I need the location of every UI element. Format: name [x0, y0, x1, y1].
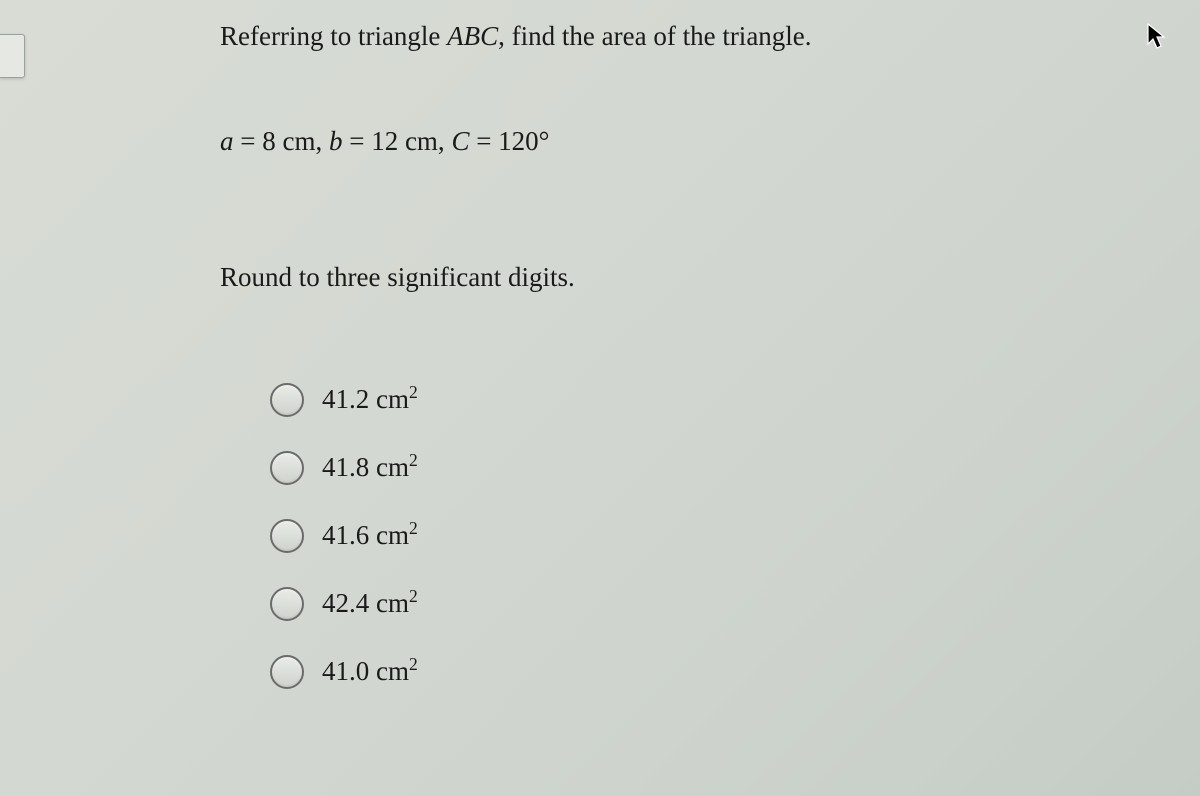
option-label: 42.4 cm2 [322, 588, 418, 619]
radio-button[interactable] [270, 587, 304, 621]
option-unit-exp: 2 [409, 654, 418, 674]
answer-option[interactable]: 41.0 cm2 [270, 655, 1160, 689]
option-unit-base: cm [376, 656, 409, 686]
triangle-name: ABC [447, 21, 498, 51]
option-value: 41.2 [322, 384, 369, 414]
var-c: C [451, 126, 469, 156]
question-container: Referring to triangle ABC, find the area… [0, 0, 1200, 763]
option-unit-exp: 2 [409, 382, 418, 402]
given-values: a = 8 cm, b = 12 cm, C = 120° [220, 126, 1160, 157]
radio-button[interactable] [270, 451, 304, 485]
option-value: 41.6 [322, 520, 369, 550]
option-unit-base: cm [376, 520, 409, 550]
option-value: 42.4 [322, 588, 369, 618]
option-unit-base: cm [376, 452, 409, 482]
option-unit-base: cm [376, 588, 409, 618]
option-unit-base: cm [376, 384, 409, 414]
option-unit-exp: 2 [409, 586, 418, 606]
var-a: a [220, 126, 234, 156]
radio-button[interactable] [270, 383, 304, 417]
var-b: b [329, 126, 343, 156]
answer-option[interactable]: 41.2 cm2 [270, 383, 1160, 417]
option-value: 41.8 [322, 452, 369, 482]
prompt-text-pre: Referring to triangle [220, 21, 447, 51]
option-label: 41.8 cm2 [322, 452, 418, 483]
val-c: = 120° [469, 126, 549, 156]
answer-options: 41.2 cm2 41.8 cm2 41.6 cm2 42.4 cm2 [220, 383, 1160, 689]
radio-button[interactable] [270, 655, 304, 689]
left-page-edge [0, 34, 25, 78]
radio-button[interactable] [270, 519, 304, 553]
mouse-cursor-icon [1146, 22, 1168, 57]
val-b: = 12 cm, [342, 126, 451, 156]
option-unit-exp: 2 [409, 450, 418, 470]
answer-option[interactable]: 41.8 cm2 [270, 451, 1160, 485]
rounding-instruction: Round to three significant digits. [220, 262, 1160, 293]
answer-option[interactable]: 42.4 cm2 [270, 587, 1160, 621]
val-a: = 8 cm, [234, 126, 329, 156]
answer-option[interactable]: 41.6 cm2 [270, 519, 1160, 553]
option-value: 41.0 [322, 656, 369, 686]
prompt-text-post: , find the area of the triangle. [498, 21, 811, 51]
option-label: 41.2 cm2 [322, 384, 418, 415]
option-label: 41.6 cm2 [322, 520, 418, 551]
question-prompt: Referring to triangle ABC, find the area… [220, 18, 1160, 56]
option-unit-exp: 2 [409, 518, 418, 538]
option-label: 41.0 cm2 [322, 656, 418, 687]
